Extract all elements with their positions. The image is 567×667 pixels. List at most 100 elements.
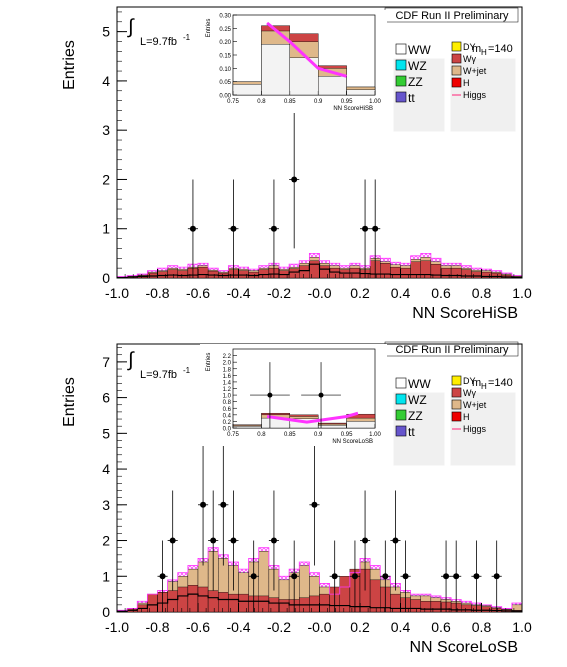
inset-x-tick-label: 0.75 <box>227 99 239 105</box>
inset-y-tick-label: 1.8 <box>223 367 232 373</box>
legend-label: tt <box>408 425 415 439</box>
inset-x-tick-label: 0.95 <box>341 99 353 105</box>
higgs-outline <box>117 252 522 277</box>
inset-plot: 0.00 0.05 0.10 0.15 0.20 0.25 0.30 0.75 0.8 0.85 0… <box>200 10 387 113</box>
mass-subscript: H <box>481 382 487 391</box>
x-tick-label: 0.2 <box>350 619 370 635</box>
data-point <box>270 537 277 544</box>
inset-x-tick-label: 0.9 <box>314 432 323 438</box>
x-tick-label: -0.6 <box>186 285 210 301</box>
legend-swatch <box>395 425 407 437</box>
legend-label: Wγ <box>463 54 476 64</box>
inset-y-tick-label: 0.15 <box>219 54 231 60</box>
data-point <box>220 501 227 508</box>
data-point <box>210 537 217 544</box>
legend-swatch <box>451 65 462 76</box>
x-tick-label: 0.2 <box>350 285 370 301</box>
inset-x-axis-label: NN ScoreHiSB <box>333 106 373 112</box>
data-point <box>250 573 257 580</box>
inset-x-tick-label: 0.75 <box>227 432 239 438</box>
inset-y-axis-label: Entries <box>206 353 212 372</box>
x-tick-label: -0.6 <box>186 619 210 635</box>
x-tick-label: -1.0 <box>105 619 129 635</box>
inset-bin-ww <box>318 76 347 96</box>
y-tick-label: 2 <box>102 533 110 549</box>
wgamma-bin <box>309 595 320 613</box>
wgamma-bin <box>197 586 209 613</box>
y-tick-label: 0 <box>102 604 110 620</box>
y-tick-label: 3 <box>102 497 110 513</box>
legend-swatch <box>395 59 407 71</box>
wgamma-bin <box>491 272 502 279</box>
inset-bin-ww <box>318 425 347 429</box>
wgamma-bin <box>147 593 158 613</box>
x-tick-label: 0.4 <box>391 619 411 635</box>
y-tick-label: 5 <box>102 425 110 441</box>
inset-y-tick-label: 0.25 <box>219 27 231 33</box>
data-point <box>291 573 298 580</box>
wgamma-bin <box>187 585 199 613</box>
inset-x-tick-label: 1.00 <box>369 432 381 438</box>
data-point <box>362 225 369 232</box>
x-tick-label: 0.4 <box>391 285 411 301</box>
inset-data-point <box>318 392 324 398</box>
x-tick-label: -0.4 <box>226 285 250 301</box>
legend-label: WZ <box>408 393 427 407</box>
chart-title: CDF Run II Preliminary <box>395 10 509 22</box>
inset-y-tick-label: 2.2 <box>223 354 232 360</box>
inset-y-tick-label: 1.0 <box>223 394 232 400</box>
mass-label: m <box>472 43 481 55</box>
data-point <box>291 176 298 183</box>
data-point <box>443 573 450 580</box>
legend-label: H <box>463 78 470 88</box>
wgamma-bin <box>430 264 442 279</box>
wgamma-bin <box>471 271 482 279</box>
lumi-label: L=9.7fb <box>140 36 177 48</box>
inset-y-tick-label: 0.8 <box>223 400 232 406</box>
y-tick-label: 4 <box>102 73 110 89</box>
integral-symbol: ∫ <box>127 16 135 38</box>
x-tick-label: -0.0 <box>307 285 331 301</box>
legend-swatch <box>395 377 407 389</box>
inset-y-tick-label: 0.00 <box>219 94 231 100</box>
wgamma-bin <box>167 590 178 613</box>
data-point <box>230 537 237 544</box>
wgamma-bin <box>450 267 462 279</box>
wgamma-bin <box>380 263 391 279</box>
x-tick-label: -1.0 <box>105 285 129 301</box>
inset-plot: 0.00.20.40.60.81.01.21.41.61.82.02.20.75… <box>200 344 387 446</box>
x-tick-label: -0.8 <box>145 619 169 635</box>
lumi-exponent: -1 <box>183 366 191 375</box>
legend-swatch <box>451 375 462 386</box>
wgamma-bin <box>319 265 330 279</box>
inset-x-axis-label: NN ScoreLoSB <box>332 439 373 445</box>
wgamma-bin <box>390 593 401 613</box>
data-point <box>270 225 277 232</box>
data-point <box>473 573 480 580</box>
inset-bin-ww <box>232 84 262 96</box>
legend-label: Higgs <box>463 90 487 100</box>
wgamma-bin <box>430 601 442 613</box>
higgs-outline <box>117 547 522 611</box>
inset-x-tick-label: 0.95 <box>341 432 353 438</box>
legend-swatch <box>451 77 462 88</box>
legend-swatch <box>395 91 407 103</box>
inset-x-tick-label: 0.85 <box>284 99 296 105</box>
wgamma-bin <box>218 592 229 613</box>
wgamma-bin <box>238 593 249 613</box>
inset-signal-line <box>266 21 348 78</box>
legend-label: W+jet <box>463 66 487 76</box>
inset-y-tick-label: 0.05 <box>219 80 231 86</box>
lumi-label: L=9.7fb <box>140 369 177 381</box>
x-tick-label: 1.0 <box>512 285 532 301</box>
wgamma-bin <box>481 606 492 613</box>
legend-left-box <box>392 391 446 467</box>
wgamma-bin <box>228 593 239 613</box>
y-axis-label: Entries <box>61 40 78 90</box>
wgamma-bin <box>299 265 310 279</box>
legend-swatch <box>395 409 407 421</box>
wgamma-bin <box>167 269 178 279</box>
inset-x-tick-label: 0.8 <box>257 432 266 438</box>
inset-bin-ww <box>346 89 376 96</box>
